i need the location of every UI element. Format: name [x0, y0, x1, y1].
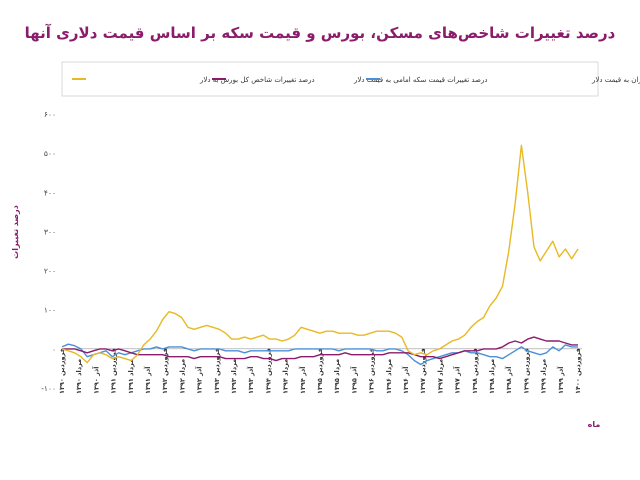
x-tick-label: آذر ۱۳۹۹ [556, 366, 565, 394]
legend-entry-coin: درصد تغییرات قیمت سکه امامی به قیمت دلار [212, 76, 487, 84]
y-tick-label: ۶۰۰ [44, 110, 56, 119]
x-tick-label: فروردین ۱۳۹۷ [419, 348, 427, 394]
series-line-0 [61, 144, 579, 364]
legend-label-housing: درصد تغییرات شاخص قیمت متر مربع مسکن در … [591, 76, 640, 84]
x-tick-label: فروردین ۱۳۹۲ [161, 348, 169, 394]
y-tick-label: ۰ [52, 345, 56, 354]
x-tick-label: آذر ۱۳۹۱ [143, 366, 152, 394]
chart-title: درصد تغییرات شاخص‌های مسکن، بورس و قیمت … [25, 24, 616, 42]
x-tick-labels: فروردین ۱۳۹۰ مرداد ۱۳۹۰ آذر ۱۳۹۰ فروردین ۱۳… [58, 348, 582, 394]
series-lines [61, 144, 579, 366]
series-line-2 [61, 343, 578, 366]
y-tick-label: ۱۰۰ [44, 306, 56, 315]
y-tick-label: -۱۰۰ [41, 384, 56, 393]
legend-label-bourse: درصد تغییرات شاخص کل بورس به دلار [199, 76, 315, 84]
x-tick-label: آذر ۱۳۹۳ [246, 366, 255, 394]
y-tick-label: ۴۰۰ [44, 188, 56, 197]
x-tick-label: مرداد ۱۳۹۳ [230, 359, 238, 394]
x-axis-label: ماه [588, 420, 601, 429]
x-tick-label: مرداد ۱۳۹۹ [540, 359, 548, 394]
x-tick-label: فروردین ۱۴۰۰ [574, 348, 582, 394]
x-tick-label: آذر ۱۳۹۵ [349, 366, 358, 394]
x-tick-label: فروردین ۱۳۹۹ [522, 348, 530, 394]
y-tick-label: ۳۰۰ [44, 227, 56, 236]
series-line-1 [62, 336, 578, 362]
x-tick-label: آذر ۱۳۹۶ [401, 366, 410, 394]
legend-box [61, 61, 599, 97]
x-tick-label: فروردین ۱۳۹۶ [368, 348, 376, 394]
x-tick-label: فروردین ۱۳۹۸ [471, 348, 479, 394]
x-tick-label: مرداد ۱۳۹۲ [178, 359, 186, 394]
y-tick-labels: ۶۰۰ ۵۰۰ ۴۰۰ ۳۰۰ ۲۰۰ ۱۰۰ ۰ -۱۰۰ [41, 110, 56, 393]
legend-entry-bourse: درصد تغییرات شاخص کل بورس به دلار [72, 76, 315, 84]
x-tick-label: آذر ۱۳۹۰ [91, 366, 100, 394]
x-tick-label: آذر ۱۳۹۸ [504, 366, 513, 394]
x-tick-label: فروردین ۱۳۹۵ [316, 348, 324, 394]
x-tick-label: فروردین ۱۳۹۱ [110, 348, 118, 394]
x-tick-label: فروردین ۱۳۹۴ [264, 348, 272, 394]
x-tick-label: مرداد ۱۳۹۷ [436, 359, 444, 394]
x-tick-label: مرداد ۱۳۹۶ [385, 359, 393, 394]
legend-label-coin: درصد تغییرات قیمت سکه امامی به قیمت دلار [353, 76, 487, 84]
x-tick-label: مرداد ۱۳۹۰ [75, 359, 83, 394]
x-tick-label: آذر ۱۳۹۴ [298, 366, 307, 394]
x-tick-label: مرداد ۱۳۹۸ [488, 359, 496, 394]
y-tick-label: ۲۰۰ [44, 267, 56, 276]
legend-entry-housing: درصد تغییرات شاخص قیمت متر مربع مسکن در … [366, 76, 640, 84]
x-tick-label: فروردین ۱۳۹۰ [58, 348, 66, 394]
x-tick-label: فروردین ۱۳۹۳ [213, 348, 221, 394]
x-tick-label: آذر ۱۳۹۷ [453, 366, 462, 394]
x-tick-label: آذر ۱۳۹۲ [195, 366, 204, 394]
x-tick-label: مرداد ۱۳۹۵ [333, 359, 341, 394]
y-axis-label: درصد تغییرات [11, 205, 20, 259]
x-tick-label: مرداد ۱۳۹۴ [282, 359, 290, 394]
y-tick-label: ۵۰۰ [44, 149, 56, 158]
x-tick-label: مرداد ۱۳۹۱ [127, 359, 135, 394]
